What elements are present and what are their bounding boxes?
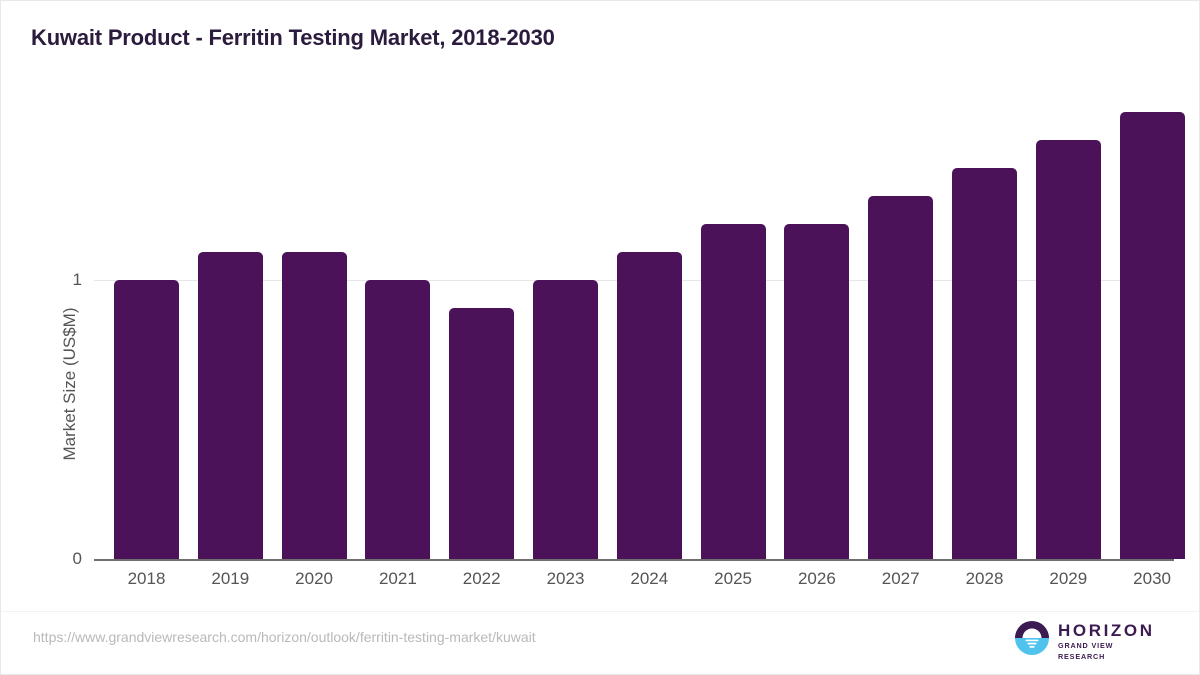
bar-rect xyxy=(868,195,934,559)
horizon-logo[interactable]: HORIZON GRAND VIEW RESEARCH xyxy=(1014,618,1162,661)
source-url[interactable]: https://www.grandviewresearch.com/horizo… xyxy=(33,629,536,645)
x-tick-label: 2025 xyxy=(714,569,752,588)
bar-rect xyxy=(1119,111,1185,559)
y-tick-label: 0 xyxy=(72,549,82,568)
x-tick-label: 2024 xyxy=(630,569,669,588)
x-tick-label: 2028 xyxy=(965,569,1004,588)
x-tick-label: 2023 xyxy=(546,569,585,588)
bar-rect xyxy=(700,223,766,559)
x-tick-label: 2022 xyxy=(462,569,501,588)
x-tick-label: 2021 xyxy=(378,569,417,588)
bar-rect xyxy=(533,279,598,559)
bar-rect xyxy=(784,223,850,559)
x-tick-label: 2027 xyxy=(881,569,920,588)
logo-tagline: GRAND VIEW RESEARCH xyxy=(1058,641,1114,661)
footer-divider xyxy=(1,611,1199,612)
bar-rect xyxy=(365,279,431,559)
x-axis-line xyxy=(94,559,1174,561)
page-title: Kuwait Product - Ferritin Testing Market… xyxy=(31,25,555,50)
bar-series xyxy=(114,91,1185,559)
x-tick-label: 2020 xyxy=(295,569,333,588)
plot-area xyxy=(94,91,1185,561)
x-tick-label: 2019 xyxy=(211,569,250,588)
logo-text: HORIZON GRAND VIEW RESEARCH xyxy=(1058,622,1162,662)
bar-rect xyxy=(281,251,347,559)
bar-rect xyxy=(952,167,1017,559)
horizon-mark-icon xyxy=(1015,621,1049,655)
y-axis: Market Size (US$M) 0 1 xyxy=(34,91,82,568)
bar-rect xyxy=(449,307,515,559)
x-tick-label: 2026 xyxy=(797,569,836,588)
y-axis-title: Market Size (US$M) xyxy=(60,307,79,461)
x-tick-label: 2029 xyxy=(1049,569,1088,588)
bar-rect xyxy=(114,279,179,559)
x-tick-label: 2030 xyxy=(1133,569,1171,588)
y-tick-label: 1 xyxy=(72,269,82,289)
logo-wordmark: HORIZON xyxy=(1058,621,1155,640)
bar-rect xyxy=(616,251,682,559)
x-tick-label: 2018 xyxy=(127,569,166,588)
bar-rect xyxy=(1035,139,1101,559)
x-axis: 2018 2019 2020 2021 2022 2023 2024 2025 2026 2027… xyxy=(114,569,1174,599)
bar-rect xyxy=(197,251,263,559)
